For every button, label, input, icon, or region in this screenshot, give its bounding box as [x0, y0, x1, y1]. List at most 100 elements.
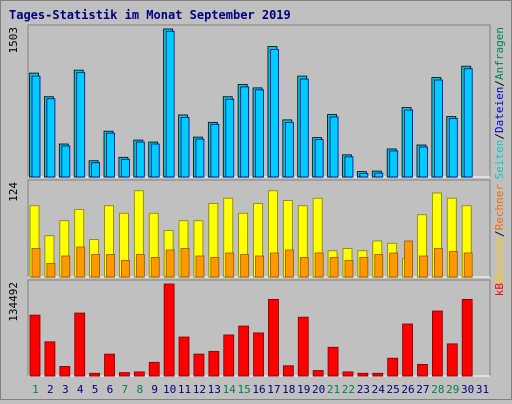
bar-kb	[133, 371, 145, 377]
bar-kb	[327, 346, 339, 377]
bar-kb	[44, 341, 56, 377]
legend-part: kB	[493, 283, 506, 297]
bar-besuche	[433, 248, 443, 278]
bar-kb	[372, 372, 384, 377]
bar-besuche	[419, 255, 428, 278]
bar-besuche	[299, 257, 309, 278]
bar-dateien	[165, 30, 175, 178]
panel-hits-files-pages: 1503	[7, 24, 491, 178]
legend-top: Seiten/Dateien/Anfragen	[493, 27, 506, 179]
bar-besuche	[180, 248, 190, 278]
bar-kb	[387, 357, 399, 377]
bar-dateien	[433, 79, 443, 178]
bar-dateien	[359, 173, 369, 178]
panel-kb: 134492	[7, 279, 491, 377]
x-tick-label: 27	[416, 383, 429, 396]
bar-dateien	[210, 123, 220, 178]
x-tick-label: 1	[32, 383, 39, 396]
bar-kb	[431, 310, 443, 377]
legend-part: /	[493, 230, 506, 237]
bar-kb	[104, 353, 115, 377]
bar-kb	[178, 336, 190, 377]
bar-kb	[282, 365, 294, 377]
x-tick-label: 5	[92, 383, 99, 396]
panel-max-label: 124	[7, 182, 20, 202]
bar-besuche	[61, 255, 71, 278]
bar-dateien	[106, 132, 115, 178]
bar-besuche	[225, 252, 235, 278]
bar-dateien	[135, 141, 145, 178]
bar-dateien	[255, 89, 264, 178]
x-tick-label: 7	[122, 383, 129, 396]
bar-besuche	[135, 254, 145, 278]
bar-kb	[461, 298, 473, 377]
panel-max-label: 134492	[7, 282, 20, 322]
legend-part: Dateien	[493, 87, 506, 133]
x-tick-label: 31	[476, 383, 489, 396]
legend-part: Anfragen	[493, 27, 506, 80]
x-tick-label: 18	[282, 383, 295, 396]
legend-part: /	[493, 80, 506, 87]
bar-kb	[59, 366, 71, 377]
x-tick-label: 12	[193, 383, 206, 396]
bar-kb	[268, 298, 279, 377]
x-tick-label: 20	[312, 383, 325, 396]
panel-pages-visits: 124	[7, 179, 491, 278]
panel-max-label: 1503	[7, 27, 20, 54]
bar-dateien	[121, 158, 130, 178]
bar-kb	[148, 361, 160, 377]
x-tick-label: 17	[267, 383, 280, 396]
bar-dateien	[46, 98, 56, 178]
bar-dateien	[299, 78, 309, 178]
x-tick-label: 3	[62, 383, 69, 396]
bar-besuche	[374, 254, 384, 278]
bar-besuche	[389, 252, 399, 278]
bar-kb	[29, 314, 41, 377]
x-tick-label: 21	[327, 383, 340, 396]
bar-dateien	[240, 86, 250, 178]
bar-besuche	[448, 251, 458, 278]
bar-dateien	[374, 172, 384, 178]
x-tick-label: 16	[252, 383, 265, 396]
x-tick-label: 9	[151, 383, 158, 396]
bar-dateien	[195, 138, 205, 178]
bar-besuche	[255, 255, 264, 278]
chart-title: Tages-Statistik im Monat September 2019	[9, 8, 291, 22]
x-axis-labels: 1 2 3 4 5 6 7 8 9 10 11 12 13 14 15 16 17 18 19 20 21 22 23 24 2…	[32, 383, 489, 396]
bar-kb	[74, 312, 86, 377]
bar-kb	[402, 323, 413, 377]
bar-besuche	[150, 257, 160, 278]
x-tick-label: 8	[136, 383, 143, 396]
legend-part: Seiten	[493, 140, 506, 180]
x-tick-label: 10	[163, 383, 176, 396]
x-tick-label: 23	[357, 383, 370, 396]
x-tick-label: 22	[342, 383, 355, 396]
bar-dateien	[314, 139, 324, 178]
bar-besuche	[359, 257, 369, 278]
x-tick-label: 19	[297, 383, 310, 396]
bar-dateien	[31, 75, 41, 178]
x-tick-label: 2	[47, 383, 54, 396]
bar-kb	[89, 372, 101, 377]
bar-besuche	[240, 254, 250, 278]
bar-dateien	[180, 117, 190, 178]
bar-kb	[312, 370, 324, 377]
legend-part: Besuche	[493, 237, 506, 283]
bar-besuche	[210, 257, 220, 278]
legend-part: /	[493, 133, 506, 140]
bar-kb	[163, 283, 175, 377]
bar-besuche	[31, 248, 41, 278]
bar-dateien	[448, 118, 458, 178]
x-tick-label: 4	[77, 383, 84, 396]
bar-dateien	[419, 146, 428, 178]
chart-panels: 1503 124 134492	[7, 24, 491, 377]
bar-besuche	[106, 254, 115, 278]
bar-kb	[223, 334, 235, 377]
bar-besuche	[195, 255, 205, 278]
bar-besuche	[404, 240, 413, 278]
x-tick-label: 26	[401, 383, 414, 396]
x-tick-label: 25	[387, 383, 400, 396]
